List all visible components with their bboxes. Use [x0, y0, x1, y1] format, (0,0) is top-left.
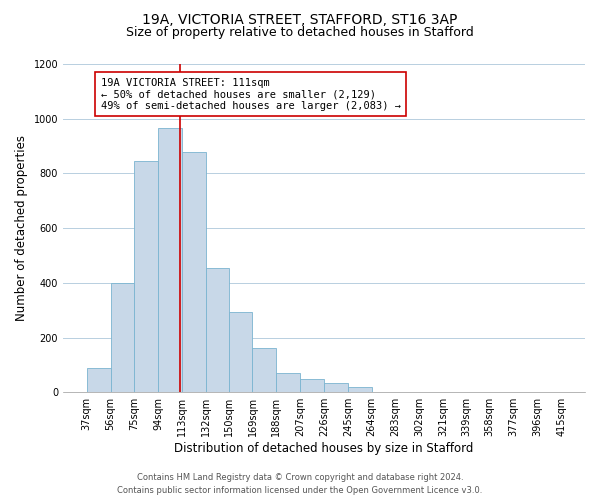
Bar: [87, 368, 110, 392]
Bar: [110, 283, 134, 392]
Bar: [348, 386, 372, 392]
Bar: [158, 128, 182, 392]
Text: Size of property relative to detached houses in Stafford: Size of property relative to detached ho…: [126, 26, 474, 39]
Bar: [229, 312, 253, 392]
Bar: [277, 373, 300, 392]
Text: Contains HM Land Registry data © Crown copyright and database right 2024.
Contai: Contains HM Land Registry data © Crown c…: [118, 474, 482, 495]
Text: 19A, VICTORIA STREET, STAFFORD, ST16 3AP: 19A, VICTORIA STREET, STAFFORD, ST16 3AP: [142, 12, 458, 26]
Bar: [300, 378, 324, 392]
Bar: [253, 348, 277, 392]
Bar: [182, 152, 206, 392]
X-axis label: Distribution of detached houses by size in Stafford: Distribution of detached houses by size …: [175, 442, 474, 455]
Bar: [206, 268, 229, 392]
Bar: [134, 161, 158, 392]
Bar: [324, 382, 348, 392]
Text: 19A VICTORIA STREET: 111sqm
← 50% of detached houses are smaller (2,129)
49% of : 19A VICTORIA STREET: 111sqm ← 50% of det…: [101, 78, 401, 111]
Y-axis label: Number of detached properties: Number of detached properties: [15, 135, 28, 321]
